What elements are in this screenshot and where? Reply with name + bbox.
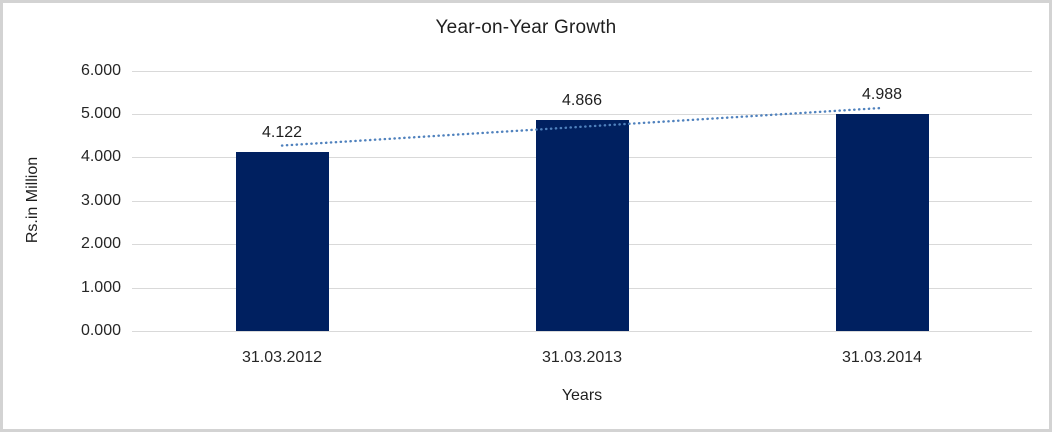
gridline — [132, 331, 1032, 332]
y-tick-label: 5.000 — [80, 104, 121, 122]
data-label: 4.866 — [561, 91, 603, 109]
x-category-label: 31.03.2014 — [841, 349, 923, 366]
data-label: 4.988 — [861, 86, 903, 104]
bar-31.03.2012 — [235, 152, 329, 331]
y-tick-label: 6.000 — [80, 61, 121, 79]
y-tick-label: 0.000 — [80, 322, 121, 339]
chart-title: Year-on-Year Growth — [435, 17, 617, 38]
y-axis-title: Rs.in Million — [24, 156, 41, 244]
gridline — [132, 70, 1032, 72]
y-tick-label: 4.000 — [80, 148, 121, 166]
bar-31.03.2013 — [535, 119, 629, 331]
y-tick-label: 1.000 — [80, 278, 121, 296]
x-category-label: 31.03.2012 — [241, 349, 323, 366]
bar-31.03.2014 — [835, 114, 929, 331]
y-tick-label: 3.000 — [80, 191, 121, 209]
x-category-label: 31.03.2013 — [541, 349, 623, 366]
data-label: 4.122 — [261, 124, 303, 142]
y-tick-label: 2.000 — [80, 235, 121, 253]
x-axis-title: Years — [561, 387, 603, 404]
